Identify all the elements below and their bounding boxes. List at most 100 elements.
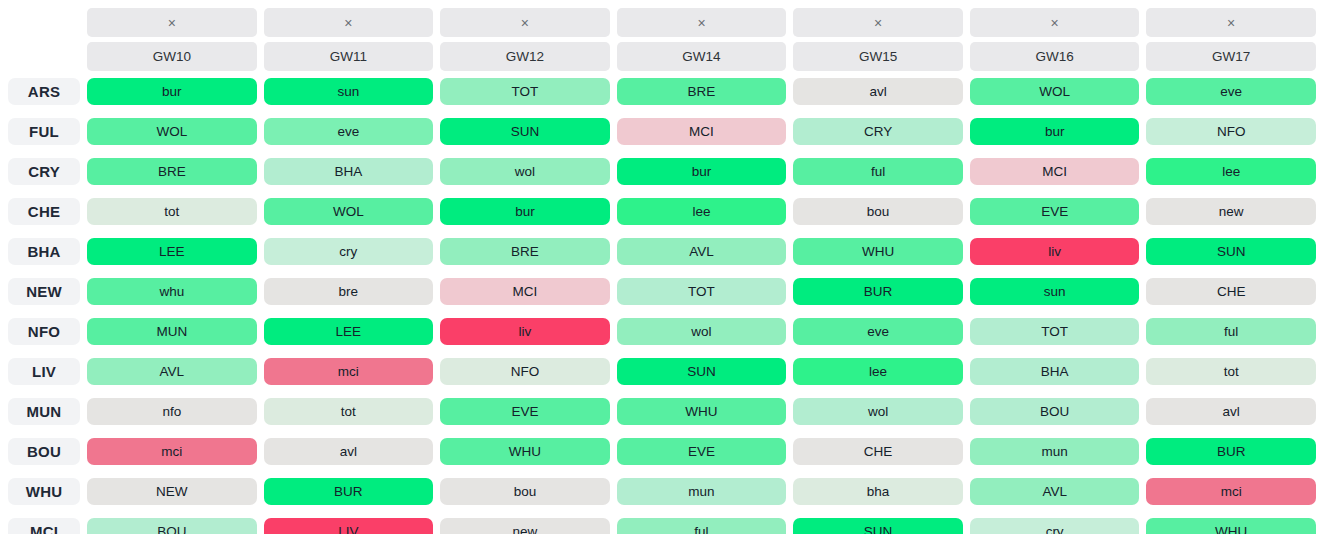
fixture-cell: cry [264, 238, 434, 265]
gameweek-header: GW10 [87, 42, 257, 71]
remove-gameweek-button[interactable]: × [793, 8, 963, 37]
fixture-cell: BHA [264, 158, 434, 185]
fixture-cell: liv [970, 238, 1140, 265]
fixture-cell: ful [793, 158, 963, 185]
fixture-cell: AVL [87, 358, 257, 385]
team-label: ARS [8, 78, 80, 105]
fixture-cell: bur [440, 198, 610, 225]
corner-spacer [8, 42, 80, 71]
team-row: FULWOLeveSUNMCICRYburNFO [8, 118, 1316, 145]
fixture-cell: BUR [1146, 438, 1316, 465]
fixture-cell: mun [617, 478, 787, 505]
team-row: LIVAVLmciNFOSUNleeBHAtot [8, 358, 1316, 385]
fixture-cell: tot [1146, 358, 1316, 385]
team-label: NFO [8, 318, 80, 345]
fixture-cell: SUN [440, 118, 610, 145]
remove-gameweek-button[interactable]: × [617, 8, 787, 37]
close-icon: × [697, 16, 705, 30]
fixture-cell: CHE [1146, 278, 1316, 305]
close-icon: × [1227, 16, 1235, 30]
team-row: CRYBREBHAwolburfulMCIlee [8, 158, 1316, 185]
remove-gameweek-button[interactable]: × [87, 8, 257, 37]
close-icon: × [168, 16, 176, 30]
fixture-cell: EVE [440, 398, 610, 425]
fixture-cell: tot [87, 198, 257, 225]
team-label: NEW [8, 278, 80, 305]
fixture-cell: wol [617, 318, 787, 345]
team-label: WHU [8, 478, 80, 505]
fixture-cell: whu [87, 278, 257, 305]
fixture-cell: lee [617, 198, 787, 225]
fixture-cell: liv [440, 318, 610, 345]
fixture-cell: BOU [970, 398, 1140, 425]
fixture-cell: WHU [793, 238, 963, 265]
fixture-cell: NFO [1146, 118, 1316, 145]
close-icon: × [521, 16, 529, 30]
fixture-cell: lee [793, 358, 963, 385]
fixture-cell: WHU [617, 398, 787, 425]
fixture-cell: LIV [264, 518, 434, 534]
fixture-cell: NEW [87, 478, 257, 505]
fixture-cell: TOT [617, 278, 787, 305]
fixture-cell: SUN [617, 358, 787, 385]
gameweek-header: GW14 [617, 42, 787, 71]
fixture-cell: bur [87, 78, 257, 105]
fixture-cell: WOL [264, 198, 434, 225]
fixture-cell: eve [264, 118, 434, 145]
fixture-cell: tot [264, 398, 434, 425]
team-label: BHA [8, 238, 80, 265]
fixture-cell: NFO [440, 358, 610, 385]
fixture-cell: mun [970, 438, 1140, 465]
remove-gameweek-button[interactable]: × [1146, 8, 1316, 37]
fixture-ticker: ××××××× GW10GW11GW12GW14GW15GW16GW17 ARS… [0, 0, 1324, 534]
fixture-cell: WOL [87, 118, 257, 145]
fixture-cell: bre [264, 278, 434, 305]
remove-gameweek-button[interactable]: × [264, 8, 434, 37]
remove-gameweek-button[interactable]: × [440, 8, 610, 37]
fixture-cell: new [1146, 198, 1316, 225]
fixture-cell: sun [970, 278, 1140, 305]
team-row: NEWwhubreMCITOTBURsunCHE [8, 278, 1316, 305]
close-icon: × [1051, 16, 1059, 30]
fixture-cell: wol [793, 398, 963, 425]
fixture-cell: MCI [970, 158, 1140, 185]
fixture-cell: BHA [970, 358, 1140, 385]
fixture-cell: nfo [87, 398, 257, 425]
fixture-cell: BUR [264, 478, 434, 505]
fixture-cell: AVL [617, 238, 787, 265]
gameweek-header: GW12 [440, 42, 610, 71]
fixture-cell: BOU [87, 518, 257, 534]
fixture-cell: mci [1146, 478, 1316, 505]
fixture-cell: EVE [617, 438, 787, 465]
fixture-cell: CRY [793, 118, 963, 145]
fixture-cell: lee [1146, 158, 1316, 185]
fixture-cell: BRE [440, 238, 610, 265]
gameweek-header: GW16 [970, 42, 1140, 71]
fixture-cell: WHU [1146, 518, 1316, 534]
team-row: CHEtotWOLburleebouEVEnew [8, 198, 1316, 225]
fixture-cell: TOT [440, 78, 610, 105]
close-row: × × × × × × × [8, 8, 1316, 37]
team-label: BOU [8, 438, 80, 465]
corner-spacer [8, 8, 80, 37]
fixture-cell: bou [440, 478, 610, 505]
fixture-grid-body: ARSbursunTOTBREavlWOLeveFULWOLeveSUNMCIC… [8, 78, 1316, 534]
fixture-cell: SUN [1146, 238, 1316, 265]
fixture-cell: MUN [87, 318, 257, 345]
fixture-cell: ful [1146, 318, 1316, 345]
team-row: BHA LEE cryBRE AVLWHU livSUN [8, 238, 1316, 265]
team-row: MUNnfototEVEWHUwolBOUavl [8, 398, 1316, 425]
close-icon: × [874, 16, 882, 30]
fixture-cell: eve [1146, 78, 1316, 105]
team-row: NFOMUNLEElivwoleveTOTful [8, 318, 1316, 345]
team-row: MCIBOULIVnewfulSUNcryWHU [8, 518, 1316, 534]
fixture-cell: bha [793, 478, 963, 505]
team-label: FUL [8, 118, 80, 145]
fixture-cell: TOT [970, 318, 1140, 345]
fixture-cell: CHE [793, 438, 963, 465]
remove-gameweek-button[interactable]: × [970, 8, 1140, 37]
fixture-cell: ful [617, 518, 787, 534]
fixture-cell: sun [264, 78, 434, 105]
fixture-cell: LEE [264, 318, 434, 345]
fixture-cell: LEE [87, 238, 257, 265]
